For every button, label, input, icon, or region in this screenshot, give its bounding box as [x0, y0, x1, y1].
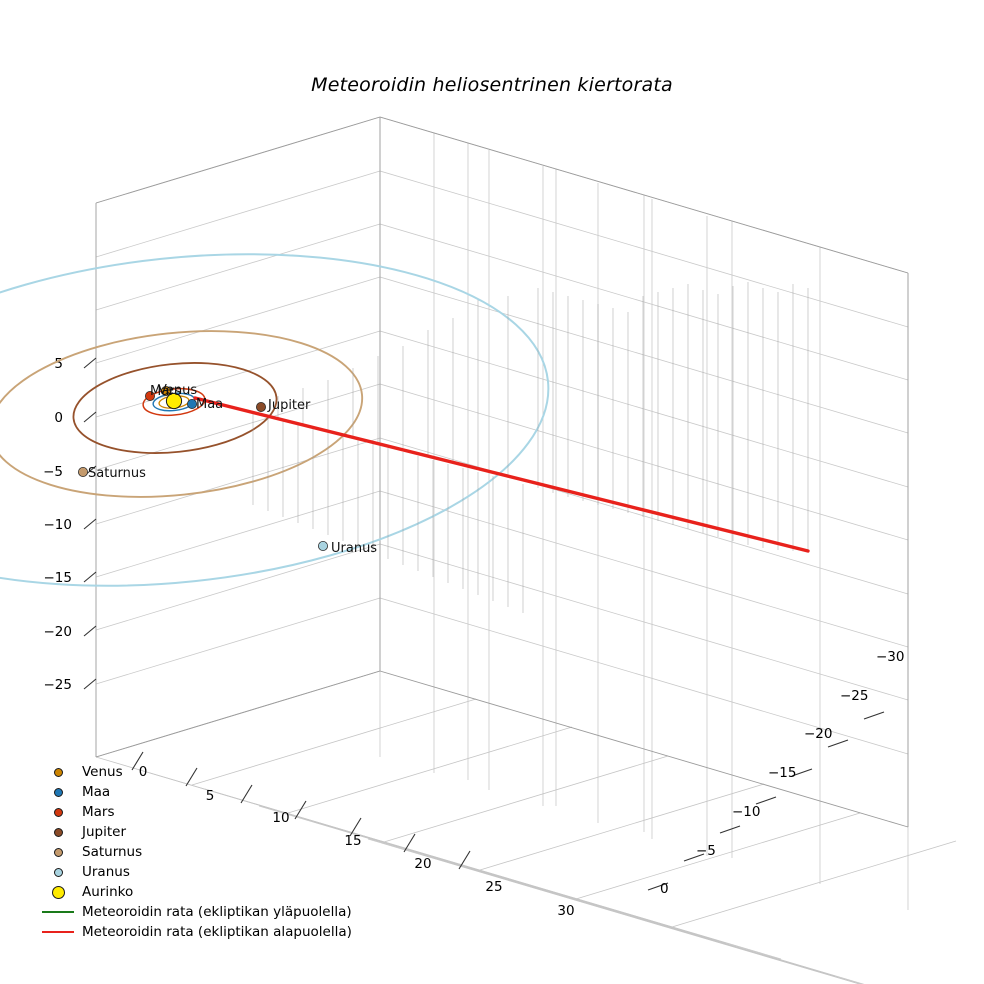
x-axis-ticks — [131, 751, 471, 870]
marker-jupiter — [255, 401, 266, 412]
label-maa: Maa — [196, 397, 223, 412]
legend-label: Jupiter — [82, 824, 127, 840]
label-saturnus: Saturnus — [88, 466, 146, 481]
z-tick-label: 0 — [54, 410, 63, 426]
planet-labels: Saturnus Uranus Jupiter Mars Venus Maa — [88, 383, 377, 556]
marker-uranus — [317, 541, 328, 552]
marker-venus — [160, 385, 171, 396]
line-sample-icon — [38, 931, 78, 933]
legend-item-mars[interactable]: Mars — [38, 802, 368, 822]
x-axis-ticklabels: 0 5 10 15 20 25 30 — [139, 764, 575, 919]
y-tick-label: −30 — [876, 649, 905, 665]
legend-label: Aurinko — [82, 884, 134, 900]
legend: Venus Maa Mars Jupiter Saturnus — [38, 762, 368, 942]
legend-item-maa[interactable]: Maa — [38, 782, 368, 802]
label-venus: Venus — [158, 383, 197, 398]
label-jupiter: Jupiter — [267, 398, 311, 413]
z-tick-label: −5 — [43, 464, 63, 480]
legend-label: Saturnus — [82, 844, 143, 860]
y-tick-label: 0 — [660, 881, 669, 897]
legend-label: Meteoroidin rata (ekliptikan yläpuolella… — [82, 904, 352, 920]
y-tick-label: −5 — [696, 843, 716, 859]
legend-label: Venus — [82, 764, 123, 780]
axis-spines — [95, 116, 909, 828]
legend-item-track-above[interactable]: Meteoroidin rata (ekliptikan yläpuolella… — [38, 902, 368, 922]
z-tick-label: −25 — [44, 677, 73, 693]
y-tick-label: −20 — [804, 726, 833, 742]
legend-item-uranus[interactable]: Uranus — [38, 862, 368, 882]
marker-mars — [144, 390, 155, 401]
y-tick-label: −10 — [732, 804, 761, 820]
y-tick-label: −25 — [840, 688, 869, 704]
legend-item-saturnus[interactable]: Saturnus — [38, 842, 368, 862]
meteoroid-track-below-ecliptic — [193, 396, 810, 553]
legend-label: Uranus — [82, 864, 130, 880]
circle-marker-icon — [38, 827, 78, 837]
page-title: Meteoroidin heliosentrinen kiertorata — [311, 74, 673, 96]
x-tick-label: 15 — [344, 833, 361, 849]
x-tick-label: 0 — [139, 764, 148, 780]
circle-marker-icon — [38, 847, 78, 857]
z-axis-ticklabels: 5 0 −5 −10 −15 −20 −25 — [43, 356, 72, 693]
planet-markers — [78, 385, 328, 552]
orbit-uranus — [0, 253, 550, 587]
legend-label: Maa — [82, 784, 111, 800]
legend-item-jupiter[interactable]: Jupiter — [38, 822, 368, 842]
circle-marker-icon — [38, 807, 78, 817]
grid-pane-back-right — [379, 116, 909, 910]
orbit-saturnus — [0, 330, 364, 498]
grid-pane-back-left — [95, 116, 708, 856]
meteoroid-drop-stems — [252, 282, 809, 613]
z-tick-label: −10 — [44, 517, 73, 533]
x-tick-label: 30 — [557, 903, 574, 919]
legend-label: Meteoroidin rata (ekliptikan alapuolella… — [82, 924, 352, 940]
z-tick-label: 5 — [54, 356, 63, 372]
z-tick-label: −15 — [44, 570, 73, 586]
label-mars: Mars — [150, 384, 182, 399]
y-axis-ticks — [647, 711, 885, 891]
marker-aurinko — [165, 392, 183, 410]
x-tick-label: 20 — [414, 856, 431, 872]
z-axis-ticks — [83, 357, 97, 690]
legend-label: Mars — [82, 804, 115, 820]
grid-pane-floor — [95, 670, 957, 984]
line-sample-icon — [38, 911, 78, 913]
label-uranus: Uranus — [331, 541, 377, 556]
orbit-jupiter — [72, 362, 278, 454]
legend-item-aurinko[interactable]: Aurinko — [38, 882, 368, 902]
x-tick-label: 5 — [206, 788, 215, 804]
circle-marker-icon — [38, 787, 78, 797]
legend-item-venus[interactable]: Venus — [38, 762, 368, 782]
marker-saturnus — [78, 466, 89, 477]
circle-marker-icon — [38, 767, 78, 777]
y-axis-ticklabels: 0 −5 −10 −15 −20 −25 −30 — [660, 649, 905, 897]
y-tick-label: −15 — [768, 765, 797, 781]
legend-item-track-below[interactable]: Meteoroidin rata (ekliptikan alapuolella… — [38, 922, 368, 942]
z-tick-label: −20 — [44, 624, 73, 640]
x-tick-label: 10 — [272, 810, 289, 826]
circle-marker-icon — [38, 867, 78, 877]
marker-maa — [186, 398, 197, 409]
x-tick-label: 25 — [485, 879, 502, 895]
sun-marker-icon — [38, 885, 78, 899]
